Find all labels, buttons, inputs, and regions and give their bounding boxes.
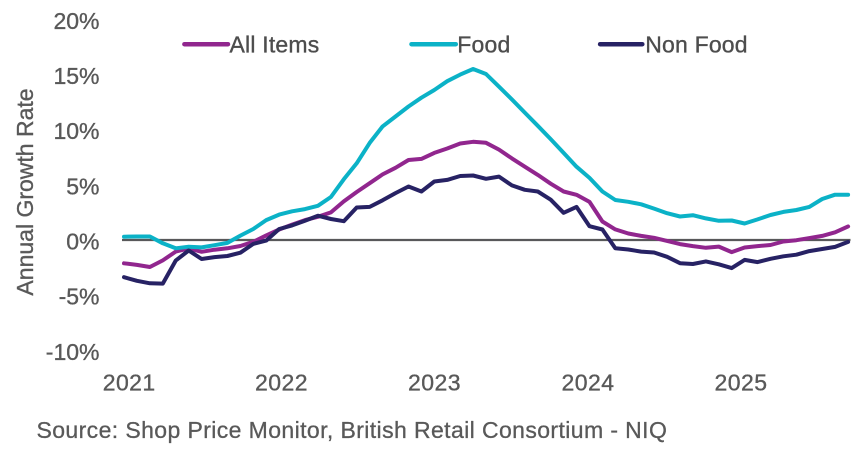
svg-text:0%: 0% bbox=[66, 229, 99, 255]
svg-text:15%: 15% bbox=[53, 63, 99, 89]
svg-text:-10%: -10% bbox=[46, 339, 100, 365]
svg-text:Non Food: Non Food bbox=[645, 32, 748, 58]
svg-text:Annual Growth Rate: Annual Growth Rate bbox=[12, 88, 38, 295]
svg-text:All Items: All Items bbox=[230, 32, 320, 58]
svg-text:20%: 20% bbox=[53, 8, 99, 34]
svg-text:2025: 2025 bbox=[715, 369, 768, 395]
svg-text:-5%: -5% bbox=[59, 284, 100, 310]
svg-text:5%: 5% bbox=[66, 174, 99, 200]
svg-text:Source: Shop Price Monitor, Br: Source: Shop Price Monitor, British Reta… bbox=[37, 417, 668, 443]
svg-text:Food: Food bbox=[457, 32, 510, 58]
svg-text:2022: 2022 bbox=[255, 369, 308, 395]
svg-text:10%: 10% bbox=[53, 118, 99, 144]
svg-text:2024: 2024 bbox=[562, 369, 615, 395]
svg-text:2021: 2021 bbox=[103, 369, 156, 395]
svg-text:2023: 2023 bbox=[408, 369, 461, 395]
